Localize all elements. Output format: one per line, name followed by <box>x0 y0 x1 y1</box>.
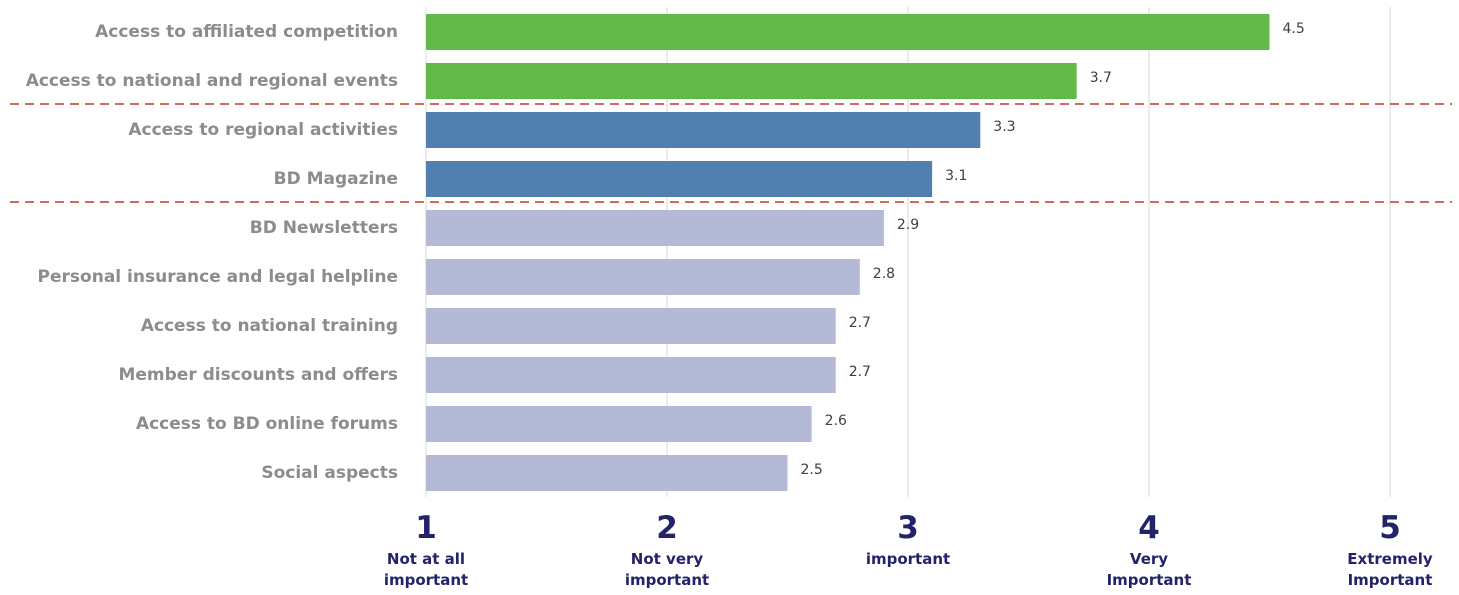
tick-description: important <box>384 571 468 589</box>
bar <box>426 406 812 442</box>
tick-description: Important <box>1348 571 1433 589</box>
value-label: 4.5 <box>1283 21 1305 37</box>
value-label: 2.6 <box>825 413 847 429</box>
tick-number: 2 <box>656 510 678 546</box>
value-label: 2.7 <box>849 364 871 380</box>
bar <box>426 14 1270 50</box>
value-label: 2.5 <box>801 462 823 478</box>
category-label: Access to national and regional events <box>26 71 398 91</box>
tick-description: Extremely <box>1347 550 1433 568</box>
category-label: Access to national training <box>141 316 398 336</box>
category-label: Access to affiliated competition <box>95 22 398 42</box>
tick-number: 5 <box>1379 510 1401 546</box>
category-labels: Access to affiliated competition Access t… <box>26 22 398 483</box>
bars <box>426 14 1270 491</box>
tick-description: Very <box>1130 550 1168 568</box>
bar <box>426 161 933 197</box>
tick-description: Important <box>1107 571 1192 589</box>
tick-description: Not at all <box>387 550 465 568</box>
category-label: Access to BD online forums <box>136 414 398 434</box>
bar <box>426 63 1077 99</box>
value-label: 3.1 <box>945 168 967 184</box>
value-label: 3.3 <box>993 119 1015 135</box>
x-axis-ticks: 1 Not at all important 2 Not very important 3 i… <box>384 510 1433 589</box>
tick-number: 1 <box>415 510 437 546</box>
bar <box>426 308 836 344</box>
value-label: 2.7 <box>849 315 871 331</box>
bar <box>426 259 860 295</box>
group-separators <box>10 103 1452 203</box>
tick-number: 3 <box>897 510 919 546</box>
tick-description: important <box>866 550 950 568</box>
category-label: Social aspects <box>261 463 398 483</box>
bar <box>426 357 836 393</box>
bar <box>426 210 884 246</box>
tick-description: important <box>625 571 709 589</box>
category-label: BD Magazine <box>274 169 398 189</box>
value-labels: 4.5 3.7 3.3 3.1 2.9 2.8 2.7 2.7 2.6 2.5 <box>801 21 1305 478</box>
bar <box>426 112 981 148</box>
value-label: 2.9 <box>897 217 919 233</box>
value-label: 3.7 <box>1090 70 1112 86</box>
bar <box>426 455 788 491</box>
tick-description: Not very <box>631 550 704 568</box>
category-label: Member discounts and offers <box>118 365 398 385</box>
category-label: BD Newsletters <box>250 218 398 238</box>
category-label: Personal insurance and legal helpline <box>38 267 398 287</box>
tick-number: 4 <box>1138 510 1160 546</box>
category-label: Access to regional activities <box>128 120 398 140</box>
value-label: 2.8 <box>873 266 895 282</box>
